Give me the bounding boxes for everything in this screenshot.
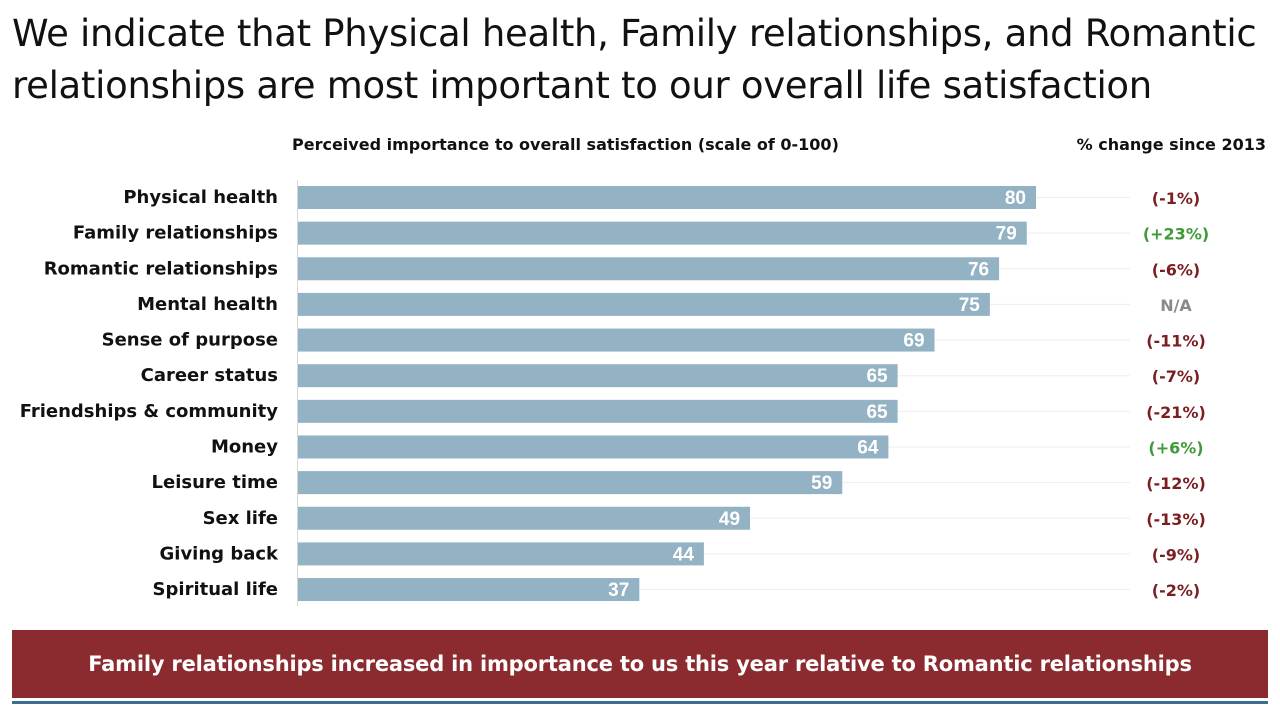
footer-banner: Family relationships increased in import… bbox=[12, 630, 1268, 698]
bar-chart: Physical health 80 (-1%) Family relationshi… bbox=[20, 180, 1209, 606]
value-label: 59 bbox=[811, 473, 832, 494]
value-label: 80 bbox=[1005, 188, 1026, 209]
change-label: (-21%) bbox=[1146, 403, 1206, 422]
bar bbox=[298, 186, 1036, 209]
category-label: Mental health bbox=[137, 294, 278, 315]
category-label: Friendships & community bbox=[20, 401, 279, 422]
bar bbox=[298, 221, 1027, 245]
category-label: Sense of purpose bbox=[102, 330, 278, 351]
category-label: Romantic relationships bbox=[44, 258, 278, 279]
category-label: Money bbox=[211, 436, 278, 457]
category-label: Spiritual life bbox=[153, 579, 278, 600]
change-label: (-7%) bbox=[1152, 367, 1200, 386]
value-label: 37 bbox=[608, 580, 629, 601]
category-label: Family relationships bbox=[73, 223, 278, 244]
bar bbox=[298, 542, 704, 566]
change-label: (-1%) bbox=[1152, 189, 1200, 208]
change-label: (-6%) bbox=[1152, 260, 1200, 279]
bar bbox=[298, 435, 889, 459]
category-label: Career status bbox=[141, 365, 278, 386]
bar bbox=[298, 578, 640, 602]
bar bbox=[298, 471, 843, 495]
value-label: 69 bbox=[903, 331, 924, 352]
footer-rule bbox=[12, 701, 1268, 704]
bar bbox=[298, 506, 751, 530]
change-label: (+23%) bbox=[1143, 225, 1209, 244]
category-label: Giving back bbox=[160, 543, 280, 564]
value-label: 76 bbox=[968, 259, 989, 280]
bar bbox=[298, 364, 898, 388]
bar bbox=[298, 292, 990, 316]
value-label: 79 bbox=[996, 224, 1017, 245]
change-label: (-12%) bbox=[1146, 474, 1206, 493]
bar bbox=[298, 328, 935, 352]
change-label: (-9%) bbox=[1152, 545, 1200, 564]
change-header: % change since 2013 bbox=[1076, 135, 1266, 154]
page-title: We indicate that Physical health, Family… bbox=[12, 12, 1257, 107]
change-label: (-13%) bbox=[1146, 510, 1206, 529]
bar bbox=[298, 399, 898, 423]
category-label: Physical health bbox=[123, 187, 278, 208]
value-label: 75 bbox=[959, 295, 981, 316]
change-label: (+6%) bbox=[1148, 438, 1203, 457]
value-label: 49 bbox=[719, 509, 740, 530]
footer-text: Family relationships increased in import… bbox=[88, 652, 1192, 676]
change-label: N/A bbox=[1160, 296, 1192, 315]
value-label: 65 bbox=[866, 366, 888, 387]
bar bbox=[298, 257, 1000, 281]
value-label: 65 bbox=[866, 402, 888, 423]
category-label: Leisure time bbox=[152, 472, 278, 493]
value-label: 44 bbox=[673, 544, 695, 565]
change-label: (-2%) bbox=[1152, 581, 1200, 600]
change-label: (-11%) bbox=[1146, 332, 1206, 351]
value-label: 64 bbox=[857, 437, 879, 458]
category-label: Sex life bbox=[203, 508, 278, 529]
chart-header: Perceived importance to overall satisfac… bbox=[292, 135, 839, 154]
